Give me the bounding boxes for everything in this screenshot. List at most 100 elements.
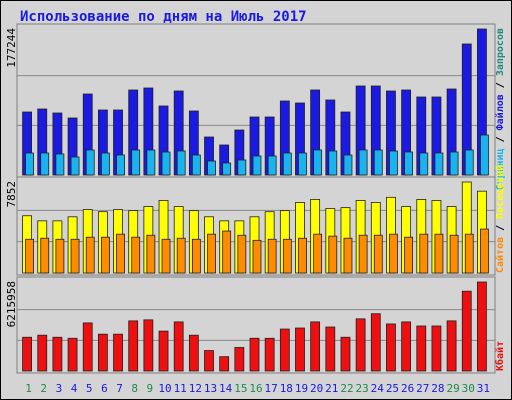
bar [401, 321, 412, 372]
bar [313, 149, 323, 176]
x-tick-label: 22 [340, 382, 353, 395]
y-tick-label: 6215958 [5, 281, 18, 327]
bar [113, 333, 123, 372]
x-tick-label: 17 [265, 382, 278, 395]
x-tick-label: 13 [204, 382, 217, 395]
bar [295, 327, 305, 372]
bar [310, 321, 321, 372]
bar [328, 235, 338, 274]
bar [282, 152, 292, 176]
bar [461, 290, 472, 372]
bar [449, 151, 459, 176]
bar [370, 313, 381, 372]
bar [131, 149, 141, 176]
bar [358, 234, 368, 274]
bar [373, 149, 383, 176]
bar [252, 155, 262, 176]
bar [161, 151, 171, 176]
bar [404, 151, 414, 176]
x-tick-label: 1 [25, 382, 32, 395]
legend: Страниц / Файлов / Запросов [494, 28, 506, 191]
legend-entry: Страниц [495, 148, 506, 190]
legend-entry: Сайтов [494, 237, 506, 273]
bar [237, 234, 247, 274]
bar [279, 328, 290, 372]
legend: Сайтов / Посещений [494, 165, 506, 273]
bar [355, 318, 366, 372]
bar [434, 152, 444, 176]
bar [264, 337, 275, 372]
bar [25, 238, 34, 274]
bar [188, 334, 199, 372]
x-tick-label: 28 [431, 382, 444, 395]
bar [37, 334, 48, 372]
bar [207, 160, 216, 176]
bar [464, 149, 474, 176]
bar [131, 236, 141, 274]
bar [389, 233, 398, 274]
bar [267, 155, 277, 176]
legend-entry: Запросов [495, 28, 506, 76]
bar [146, 149, 156, 176]
x-tick-label: 31 [477, 382, 490, 395]
bar [234, 347, 245, 372]
x-tick-label: 19 [295, 382, 308, 395]
bar [446, 320, 457, 372]
legend: Кбайт [494, 341, 506, 371]
bar [431, 325, 442, 372]
x-tick-label: 20 [310, 382, 323, 395]
x-tick-label: 9 [147, 382, 154, 395]
bar [70, 238, 80, 274]
x-tick-label: 23 [356, 382, 369, 395]
bar [325, 326, 336, 372]
y-tick-label: 7852 [5, 181, 18, 208]
bar [249, 337, 260, 372]
x-tick-label: 5 [86, 382, 93, 395]
bar [204, 350, 214, 372]
legend-separator: / [495, 76, 506, 94]
x-tick-label: 29 [446, 382, 459, 395]
bar [386, 323, 396, 372]
bar [22, 336, 32, 372]
bar [100, 236, 110, 274]
bar [143, 319, 154, 372]
bar [191, 154, 201, 176]
bar [419, 152, 429, 176]
bar [52, 336, 63, 372]
x-tick-label: 30 [462, 382, 475, 395]
x-tick-label: 26 [401, 382, 414, 395]
x-tick-label: 8 [131, 382, 138, 395]
x-tick-label: 12 [189, 382, 202, 395]
bar [358, 149, 368, 176]
bar [416, 325, 427, 372]
bar [343, 154, 353, 176]
x-tick-label: 15 [234, 382, 247, 395]
bar [85, 236, 95, 274]
bar [161, 238, 171, 274]
x-tick-label: 10 [158, 382, 171, 395]
bar [67, 337, 78, 372]
bar [480, 134, 489, 176]
bar [219, 356, 230, 372]
bar [298, 152, 307, 176]
bar [40, 237, 50, 274]
bar [340, 336, 351, 372]
bar [70, 156, 80, 176]
bar [207, 233, 216, 274]
legend-entry: Посещений [494, 165, 506, 219]
bar [389, 150, 398, 176]
bar [222, 162, 232, 176]
bar [480, 228, 489, 274]
bar [373, 234, 383, 274]
bar [477, 281, 487, 372]
x-tick-label: 3 [56, 382, 63, 395]
bar [25, 152, 34, 176]
bar [267, 238, 277, 274]
legend-entry: Кбайт [494, 341, 506, 371]
bar [85, 149, 95, 176]
bar [191, 238, 201, 274]
bar [404, 236, 414, 274]
bar [222, 230, 232, 274]
x-tick-label: 2 [40, 382, 47, 395]
